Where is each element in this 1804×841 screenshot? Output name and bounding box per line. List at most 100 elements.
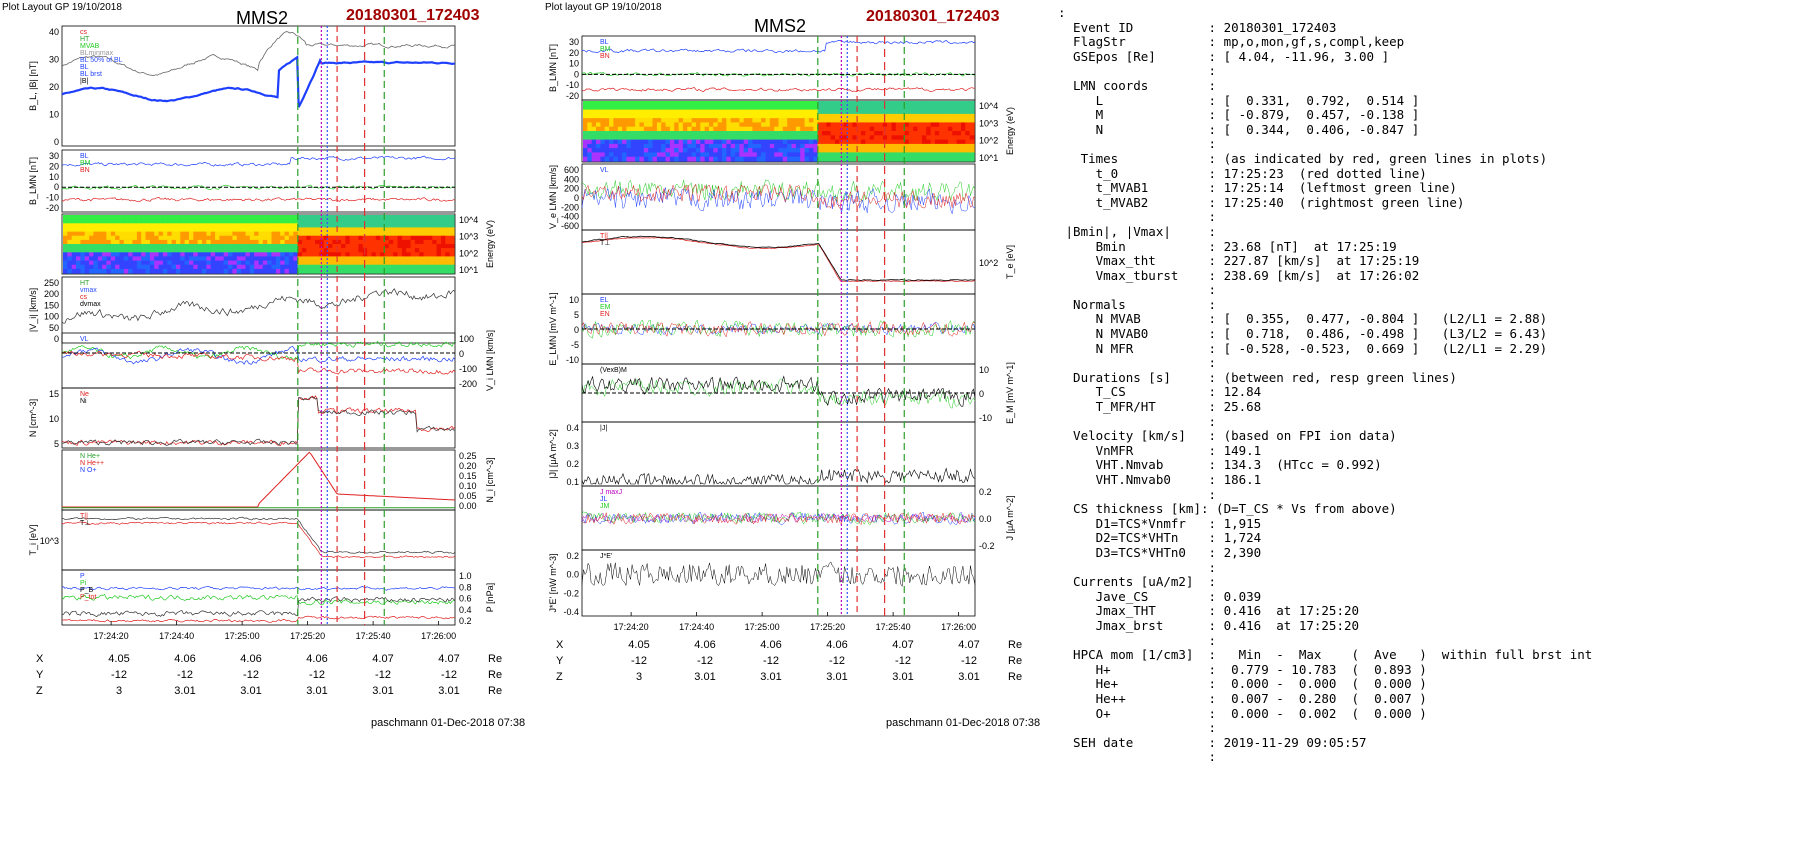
spectrogram-cell xyxy=(63,252,68,257)
spectrogram-cell xyxy=(180,264,186,270)
spectrogram-cell xyxy=(349,264,355,270)
series-line xyxy=(581,375,976,407)
spectrogram-cell xyxy=(600,143,606,149)
spectrogram-cell xyxy=(765,105,771,111)
spectrogram-cell xyxy=(687,126,693,132)
spectrogram-cell xyxy=(445,252,451,257)
spectrogram-cell xyxy=(800,152,806,158)
spectrogram-cell xyxy=(427,219,433,224)
spectrogram-cell xyxy=(332,215,338,220)
spectrogram-cell xyxy=(258,260,264,266)
spectrogram-cell xyxy=(926,122,932,128)
spectrogram-cell xyxy=(388,252,394,257)
spectrogram-cell xyxy=(604,135,610,141)
spectrogram-cell xyxy=(84,248,90,253)
spectrogram-cell xyxy=(952,105,958,111)
spectrogram-cell xyxy=(97,264,103,270)
y-tick-label: 0.2 xyxy=(566,551,579,561)
spectrogram-cell xyxy=(748,139,753,145)
spectrogram-cell xyxy=(956,101,962,106)
y-tick-label: 0 xyxy=(459,349,464,359)
spectrogram-cell xyxy=(604,126,610,132)
spectrogram-cell xyxy=(249,223,255,228)
spectrogram-cell xyxy=(652,105,658,111)
spectrogram-cell xyxy=(852,139,858,145)
spectrogram-cell xyxy=(345,248,351,253)
spectrogram-cell xyxy=(184,244,190,249)
spectrogram-cell xyxy=(245,223,251,228)
spectrogram-cell xyxy=(371,227,377,233)
spectrogram-cell xyxy=(895,109,901,115)
spectrogram-cell xyxy=(674,143,680,149)
spectrogram-cell xyxy=(275,231,281,237)
spectrogram-cell xyxy=(622,109,627,115)
spectrogram-cell xyxy=(110,256,116,262)
info-line: D2=TCS*VHTn : 1,724 xyxy=(1058,530,1262,546)
spectrogram-cell xyxy=(969,139,975,145)
spectrogram-cell xyxy=(882,118,888,123)
spectrogram-cell xyxy=(154,215,160,220)
spectrogram-cell xyxy=(613,122,619,128)
spectrogram-cell xyxy=(956,139,962,145)
spectrogram-cell xyxy=(830,148,836,153)
spectrogram-cell xyxy=(384,244,390,249)
spectrogram-cell xyxy=(110,260,116,266)
spectrogram-cell xyxy=(934,135,940,141)
spectrogram-cell xyxy=(756,152,762,158)
spectrogram-cell xyxy=(717,126,723,132)
spectrogram-cell xyxy=(795,122,801,128)
spectrogram-cell xyxy=(284,244,290,249)
spectrogram-cell xyxy=(808,139,814,145)
spectrogram-cell xyxy=(123,260,129,266)
spectrogram-cell xyxy=(748,113,753,119)
spectrogram-cell xyxy=(384,264,390,270)
spectrogram-cell xyxy=(71,231,77,237)
series-line xyxy=(581,467,976,486)
coord-unit: Re xyxy=(488,653,503,665)
spectrogram-cell xyxy=(193,215,199,220)
spectrogram-cell xyxy=(354,223,359,228)
spectrogram-cell xyxy=(254,231,260,237)
spectrogram-cell xyxy=(258,244,264,249)
spectrogram-cell xyxy=(756,131,762,136)
spectrogram-cell xyxy=(149,239,155,245)
y-tick-label: 0.25 xyxy=(459,451,477,461)
info-line: Times : (as indicated by red, green line… xyxy=(1058,150,1548,166)
series-line xyxy=(61,615,456,623)
spectrogram-cell xyxy=(835,122,840,128)
spectrogram-cell xyxy=(358,239,364,245)
spectrogram-cell xyxy=(756,109,762,115)
spectrogram-cell xyxy=(115,215,120,220)
spectrogram-cell xyxy=(154,235,160,241)
spectrogram-cell xyxy=(67,223,73,228)
spectrogram-cell xyxy=(843,152,849,158)
spectrogram-cell xyxy=(449,235,455,241)
info-line: HPCA mom [1/cm3] : Min - Max ( Ave ) wit… xyxy=(1058,647,1593,663)
spectrogram-cell xyxy=(449,264,455,270)
spectrogram-cell xyxy=(449,215,455,220)
spectrogram-cell xyxy=(587,122,593,128)
spectrogram-cell xyxy=(149,235,155,241)
legend-entry: VL xyxy=(600,167,609,174)
spectrogram-cell xyxy=(687,118,693,123)
spectrogram-cell xyxy=(336,256,342,262)
spectrogram-cell xyxy=(349,260,355,266)
spectrogram-cell xyxy=(852,122,858,128)
spectrogram-cell xyxy=(388,239,394,245)
spectrogram-cell xyxy=(180,223,186,228)
spectrogram-cell xyxy=(717,101,723,106)
spectrogram-cell xyxy=(145,235,151,241)
spectrogram-cell xyxy=(358,264,364,270)
spectrogram-cell xyxy=(358,244,364,249)
y-tick-label: 20 xyxy=(49,82,59,92)
spectrogram-cell xyxy=(652,143,658,149)
spectrogram-cell xyxy=(180,252,186,257)
y-tick-label: -400 xyxy=(561,212,579,222)
spectrogram-cell xyxy=(284,239,290,245)
spectrogram-cell xyxy=(709,118,714,123)
spectrogram-cell xyxy=(189,227,194,233)
spectrogram-cell xyxy=(917,131,923,136)
spectrogram-cell xyxy=(808,148,814,153)
spectrogram-cell xyxy=(843,113,849,119)
spectrogram-cell xyxy=(267,235,273,241)
